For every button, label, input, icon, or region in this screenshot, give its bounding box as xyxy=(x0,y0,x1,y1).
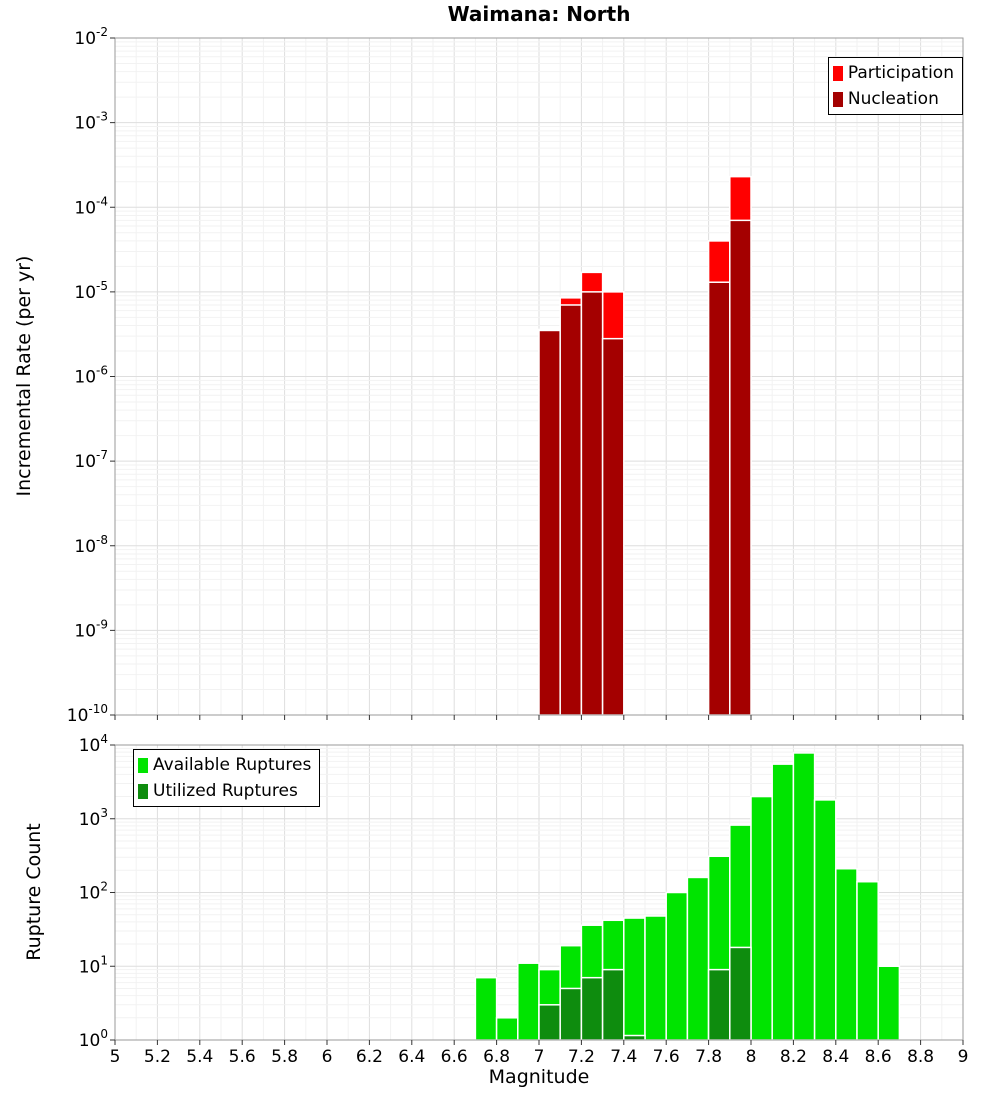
available-ruptures-bar xyxy=(771,763,795,1041)
y-tick-label: 10-9 xyxy=(74,617,108,641)
x-tick-label: 8.8 xyxy=(907,1047,934,1067)
available-ruptures-bar xyxy=(686,876,710,1041)
x-tick-label: 7.8 xyxy=(695,1047,722,1067)
participation-swatch xyxy=(832,65,843,81)
x-tick-label: 7.4 xyxy=(610,1047,637,1067)
x-tick-label: 6.2 xyxy=(356,1047,383,1067)
y-tick-label: 10-4 xyxy=(74,194,108,218)
legend-item-participation: Participation xyxy=(832,60,954,86)
available-ruptures-bar xyxy=(644,915,667,1041)
x-tick-label: 8.4 xyxy=(822,1047,849,1067)
utilized-ruptures-bar xyxy=(729,946,752,1041)
available-ruptures-bar xyxy=(517,962,540,1041)
nucleation-bar xyxy=(707,281,731,716)
y-tick-label: 10-10 xyxy=(67,702,108,726)
available-ruptures-bar xyxy=(856,880,879,1041)
x-tick-label: 6.6 xyxy=(441,1047,468,1067)
available-ruptures-bar xyxy=(474,976,498,1041)
nucleation-bar xyxy=(559,304,583,716)
participation-legend-label: Participation xyxy=(847,63,954,83)
x-tick-label: 5.8 xyxy=(271,1047,298,1067)
y-tick-label: 104 xyxy=(79,732,108,756)
x-tick-label: 7.6 xyxy=(653,1047,680,1067)
x-tick-label: 6 xyxy=(322,1047,333,1067)
legend-item-utilized-ruptures: Utilized Ruptures xyxy=(138,778,311,804)
y-tick-label: 103 xyxy=(79,806,108,830)
available-ruptures-bar xyxy=(792,752,816,1041)
x-tick-label: 9 xyxy=(958,1047,969,1067)
nucleation-swatch xyxy=(832,91,843,107)
x-tick-label: 6.8 xyxy=(483,1047,510,1067)
x-tick-label: 8 xyxy=(746,1047,757,1067)
y-tick-label: 10-3 xyxy=(74,110,108,134)
utilized-ruptures-bar xyxy=(601,968,625,1041)
x-tick-label: 5 xyxy=(110,1047,121,1067)
utilized-ruptures-bar xyxy=(538,1004,561,1041)
y-tick-label: 10-8 xyxy=(74,533,108,557)
utilized-ruptures-bar xyxy=(623,1034,646,1041)
y-tick-label: 10-5 xyxy=(74,279,108,303)
available-ruptures-legend-label: Available Ruptures xyxy=(153,755,312,775)
rate-legend: Participation Nucleation xyxy=(827,57,963,115)
available-ruptures-bar xyxy=(877,965,901,1041)
y-tick-label: 10-2 xyxy=(74,25,108,49)
nucleation-legend-label: Nucleation xyxy=(847,89,939,109)
rate-y-axis-label: Incremental Rate (per yr) xyxy=(13,255,35,497)
available-ruptures-bar xyxy=(813,799,837,1041)
x-tick-label: 8.2 xyxy=(780,1047,807,1067)
utilized-ruptures-bar xyxy=(559,987,583,1041)
available-ruptures-bar xyxy=(665,891,689,1041)
nucleation-bar xyxy=(729,219,752,716)
x-axis-label: Magnitude xyxy=(488,1066,590,1088)
x-tick-label: 5.2 xyxy=(144,1047,171,1067)
utilized-ruptures-swatch xyxy=(138,783,148,799)
available-ruptures-bar xyxy=(750,795,773,1041)
nucleation-bar xyxy=(601,337,625,716)
legend-item-nucleation: Nucleation xyxy=(832,86,954,112)
y-tick-label: 101 xyxy=(79,953,108,977)
x-tick-label: 5.6 xyxy=(229,1047,256,1067)
count-y-axis-label: Rupture Count xyxy=(23,823,45,961)
nucleation-bar xyxy=(538,329,561,716)
x-tick-label: 5.4 xyxy=(186,1047,213,1067)
y-tick-label: 100 xyxy=(79,1027,108,1051)
y-tick-label: 10-7 xyxy=(74,448,108,472)
chart-title: Waimana: North xyxy=(447,2,631,26)
available-ruptures-swatch xyxy=(138,757,148,773)
utilized-ruptures-legend-label: Utilized Ruptures xyxy=(153,781,298,801)
utilized-ruptures-bar xyxy=(580,976,604,1041)
count-legend: Available Ruptures Utilized Ruptures xyxy=(133,749,321,807)
legend-item-available-ruptures: Available Ruptures xyxy=(138,752,311,778)
x-tick-label: 7 xyxy=(534,1047,545,1067)
available-ruptures-bar xyxy=(835,867,858,1041)
x-tick-label: 7.2 xyxy=(568,1047,595,1067)
nucleation-bar xyxy=(580,291,604,716)
available-ruptures-bar xyxy=(623,917,646,1041)
y-tick-label: 10-6 xyxy=(74,364,108,388)
y-tick-label: 102 xyxy=(79,880,108,904)
available-ruptures-bar xyxy=(495,1017,519,1041)
utilized-ruptures-bar xyxy=(707,968,731,1041)
x-tick-label: 6.4 xyxy=(398,1047,425,1067)
x-tick-label: 8.6 xyxy=(865,1047,892,1067)
